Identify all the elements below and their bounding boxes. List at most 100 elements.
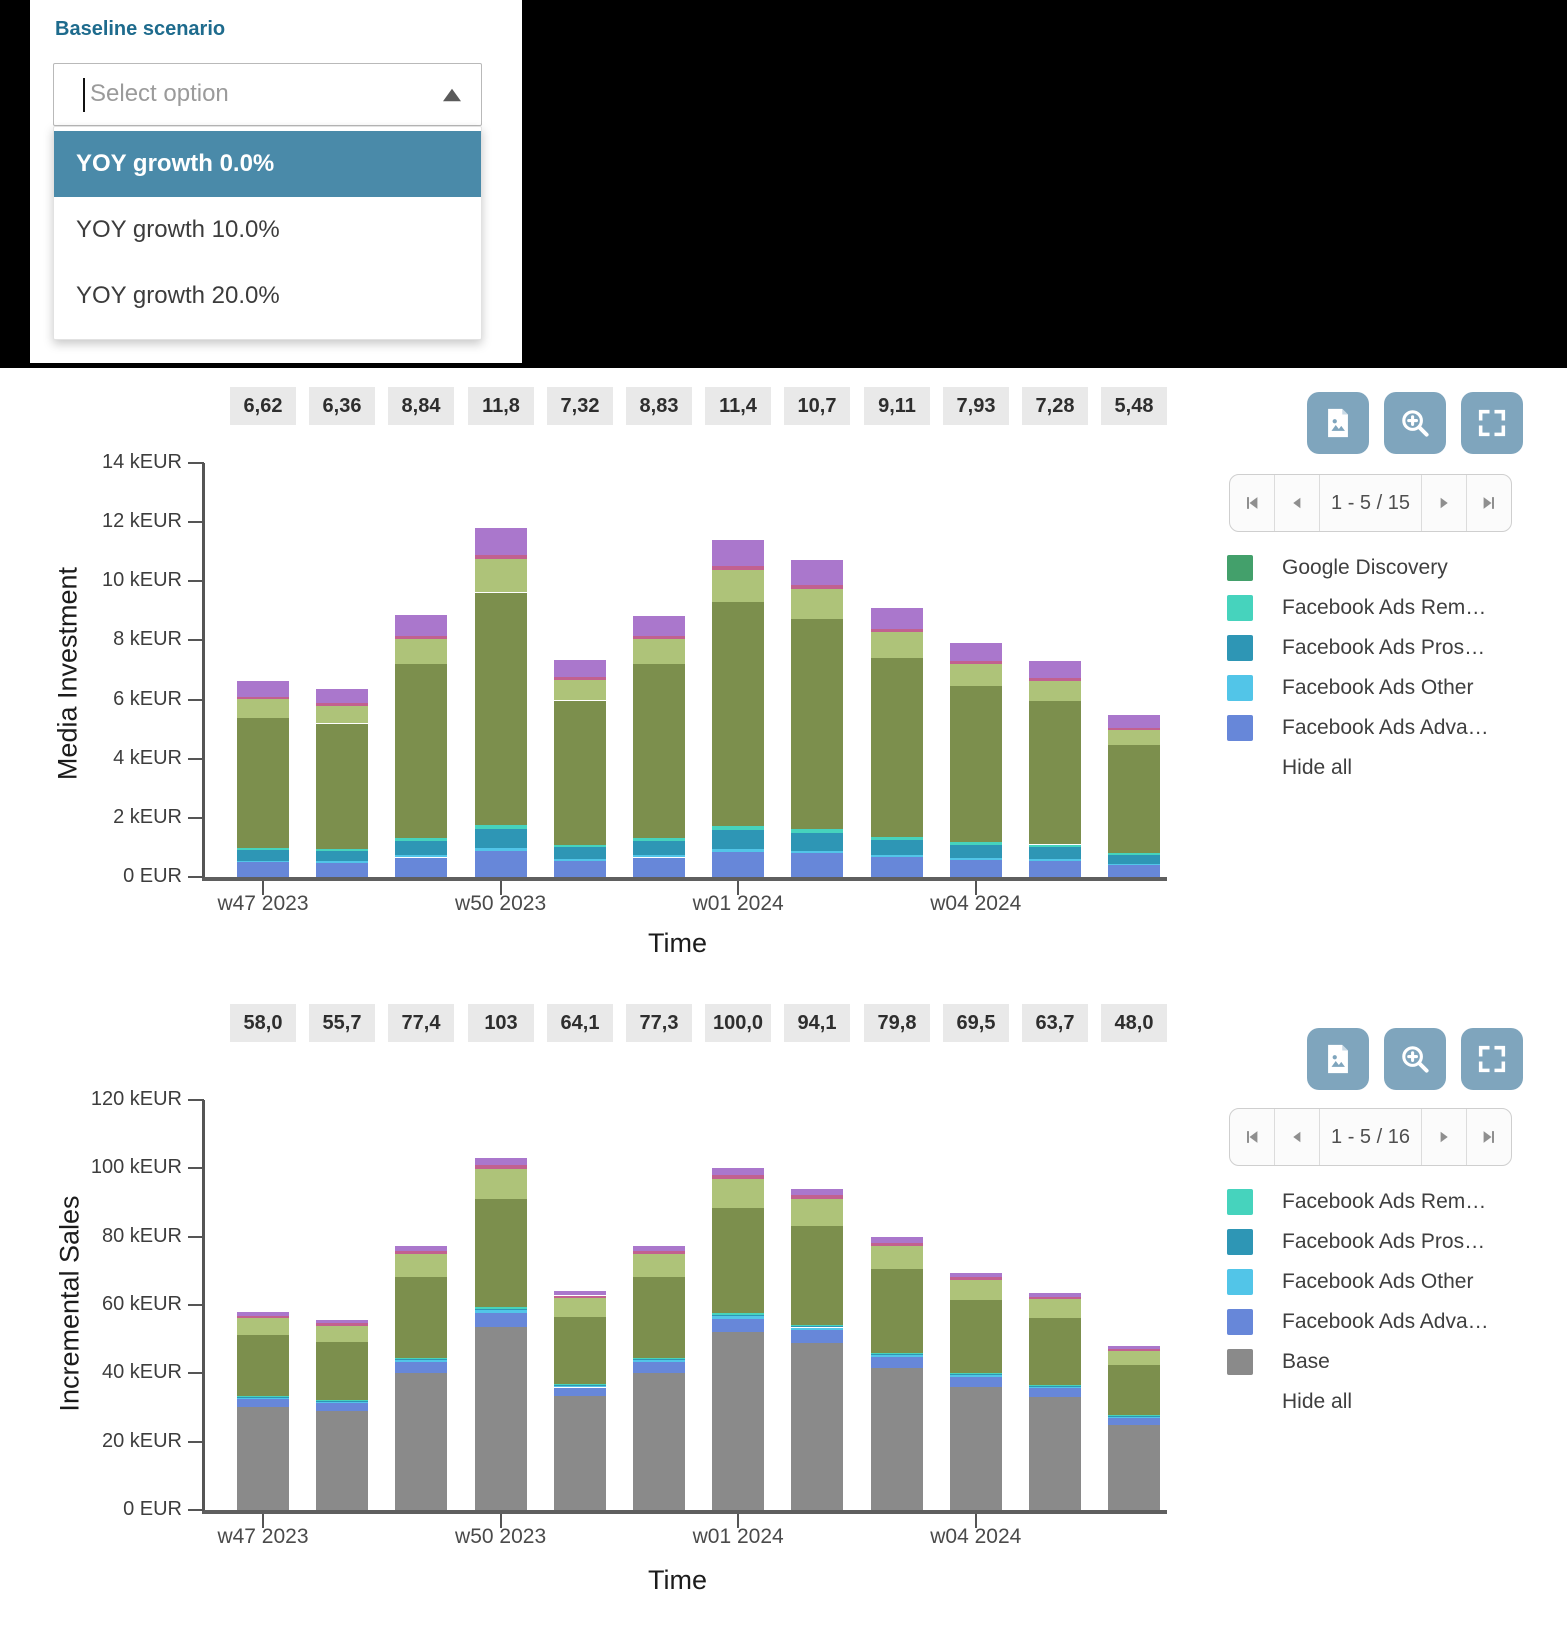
bar-segment[interactable] (871, 1246, 923, 1270)
bar-segment[interactable] (950, 660, 1002, 664)
bar-segment[interactable] (950, 642, 1002, 661)
bar-segment[interactable] (950, 663, 1002, 686)
bar-segment[interactable] (1029, 1296, 1081, 1300)
bar-segment[interactable] (791, 829, 843, 834)
bar-segment[interactable] (475, 528, 527, 556)
bar-segment[interactable] (712, 1168, 764, 1176)
bar-segment[interactable] (871, 854, 923, 857)
bar-segment[interactable] (1029, 678, 1081, 681)
bar-segment[interactable] (554, 859, 606, 861)
bar-segment[interactable] (633, 1360, 685, 1363)
bar-segment[interactable] (871, 1242, 923, 1247)
bar-segment[interactable] (712, 1208, 764, 1314)
bar-segment[interactable] (316, 1403, 368, 1411)
bar-segment[interactable] (237, 847, 289, 851)
bar-segment[interactable] (712, 1332, 764, 1510)
bar-segment[interactable] (633, 857, 685, 877)
bar-segment[interactable] (950, 1374, 1002, 1376)
bar-segment[interactable] (395, 635, 447, 639)
legend-item[interactable]: Facebook Ads Pros… (1227, 633, 1485, 663)
bar-segment[interactable] (316, 703, 368, 706)
bar-segment[interactable] (712, 1318, 764, 1333)
bar-segment[interactable] (871, 1368, 923, 1510)
bar-segment[interactable] (475, 1157, 527, 1165)
option-yoy-10[interactable]: YOY growth 10.0% (76, 216, 280, 243)
bar-segment[interactable] (1029, 860, 1081, 877)
bar-segment[interactable] (316, 1325, 368, 1342)
bar-segment[interactable] (1029, 1299, 1081, 1318)
bar-segment[interactable] (633, 1276, 685, 1358)
bar-segment[interactable] (1029, 680, 1081, 702)
bar-segment[interactable] (1029, 661, 1081, 679)
zoom-in-button[interactable] (1384, 392, 1446, 454)
bar-segment[interactable] (1029, 847, 1081, 859)
bar-segment[interactable] (475, 1312, 527, 1327)
bar-segment[interactable] (395, 837, 447, 841)
bar-segment[interactable] (950, 844, 1002, 858)
legend-item[interactable]: Facebook Ads Other (1227, 1267, 1473, 1297)
bar-segment[interactable] (395, 615, 447, 636)
bar-segment[interactable] (791, 584, 843, 589)
bar-segment[interactable] (395, 1245, 447, 1251)
bar-segment[interactable] (871, 1355, 923, 1358)
legend-item[interactable]: Facebook Ads Rem… (1227, 593, 1486, 623)
bar-segment[interactable] (950, 1300, 1002, 1374)
bar-segment[interactable] (791, 618, 843, 830)
bar-segment[interactable] (712, 826, 764, 831)
next-page-button[interactable] (1422, 1109, 1467, 1165)
bar-segment[interactable] (712, 602, 764, 827)
bar-segment[interactable] (316, 688, 368, 704)
bar-segment[interactable] (633, 1254, 685, 1277)
bar-segment[interactable] (633, 1251, 685, 1255)
bar-segment[interactable] (633, 1362, 685, 1373)
bar-segment[interactable] (791, 853, 843, 877)
bar-segment[interactable] (395, 1254, 447, 1277)
bar-segment[interactable] (712, 851, 764, 877)
bar-segment[interactable] (791, 1198, 843, 1227)
bar-segment[interactable] (633, 639, 685, 664)
bar-segment[interactable] (791, 1327, 843, 1331)
bar-segment[interactable] (1029, 1292, 1081, 1297)
bar-segment[interactable] (237, 681, 289, 697)
bar-segment[interactable] (791, 1330, 843, 1343)
bar-segment[interactable] (1029, 701, 1081, 845)
bar-segment[interactable] (395, 1372, 447, 1510)
bar-segment[interactable] (475, 828, 527, 848)
export-image-button[interactable] (1307, 1028, 1369, 1090)
legend-item[interactable]: Facebook Ads Rem… (1227, 1187, 1486, 1217)
bar-segment[interactable] (1108, 1418, 1160, 1425)
bar-segment[interactable] (395, 663, 447, 838)
bar-segment[interactable] (316, 1401, 368, 1402)
bar-segment[interactable] (554, 700, 606, 845)
bar-segment[interactable] (554, 1387, 606, 1397)
bar-segment[interactable] (237, 1395, 289, 1397)
bar-segment[interactable] (316, 1401, 368, 1404)
first-page-button[interactable] (1230, 1109, 1275, 1165)
bar-segment[interactable] (791, 850, 843, 854)
fullscreen-button[interactable] (1461, 392, 1523, 454)
bar-segment[interactable] (475, 1326, 527, 1510)
option-yoy-0[interactable]: YOY growth 0.0% (54, 131, 481, 197)
bar-segment[interactable] (633, 840, 685, 856)
bar-segment[interactable] (1029, 844, 1081, 848)
legend-item[interactable]: Facebook Ads Adva… (1227, 1307, 1489, 1337)
bar-segment[interactable] (1029, 859, 1081, 861)
bar-segment[interactable] (871, 1269, 923, 1353)
bar-segment[interactable] (950, 1277, 1002, 1281)
bar-segment[interactable] (316, 1341, 368, 1401)
bar-segment[interactable] (950, 686, 1002, 842)
bar-segment[interactable] (395, 855, 447, 858)
bar-segment[interactable] (791, 1342, 843, 1510)
bar-segment[interactable] (395, 1251, 447, 1255)
bar-segment[interactable] (871, 1237, 923, 1243)
bar-segment[interactable] (237, 1396, 289, 1398)
bar-segment[interactable] (791, 1226, 843, 1325)
hide-all-button[interactable]: Hide all (1282, 753, 1352, 783)
bar-segment[interactable] (475, 1307, 527, 1309)
bar-segment[interactable] (633, 636, 685, 640)
bar-segment[interactable] (950, 859, 1002, 877)
bar-segment[interactable] (237, 1318, 289, 1335)
bar-segment[interactable] (712, 1179, 764, 1209)
bar-segment[interactable] (1108, 1365, 1160, 1416)
bar-segment[interactable] (1108, 729, 1160, 746)
